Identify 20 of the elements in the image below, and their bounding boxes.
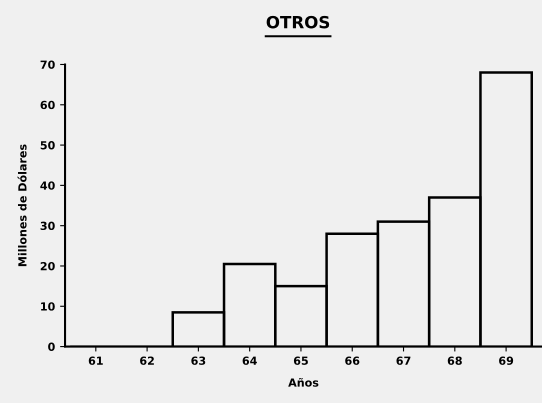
x-tick-label: 62 (140, 356, 154, 365)
x-tick-label: 63 (191, 356, 206, 365)
chart-title: OTROS (266, 16, 330, 28)
x-tick-label: 69 (499, 356, 514, 365)
y-tick-label: 20 (40, 262, 55, 270)
x-tick-label: 67 (396, 356, 410, 365)
x-tick-label: 64 (242, 356, 257, 365)
y-tick-label: 30 (40, 222, 55, 230)
x-axis-title: Años (288, 378, 318, 387)
x-tick-label: 68 (448, 356, 462, 365)
y-tick-label: 40 (40, 181, 55, 190)
y-tick-label: 60 (40, 100, 55, 110)
y-tick-label: 70 (40, 60, 55, 69)
y-tick-label: 10 (41, 302, 55, 311)
y-axis-title: Millones de Dólares (18, 144, 27, 266)
x-tick-label: 66 (345, 356, 360, 365)
x-tick-label: 61 (88, 356, 103, 365)
y-tick-label: 50 (40, 141, 55, 150)
x-tick-label: 65 (294, 356, 308, 365)
y-tick-label: 0 (48, 342, 55, 351)
